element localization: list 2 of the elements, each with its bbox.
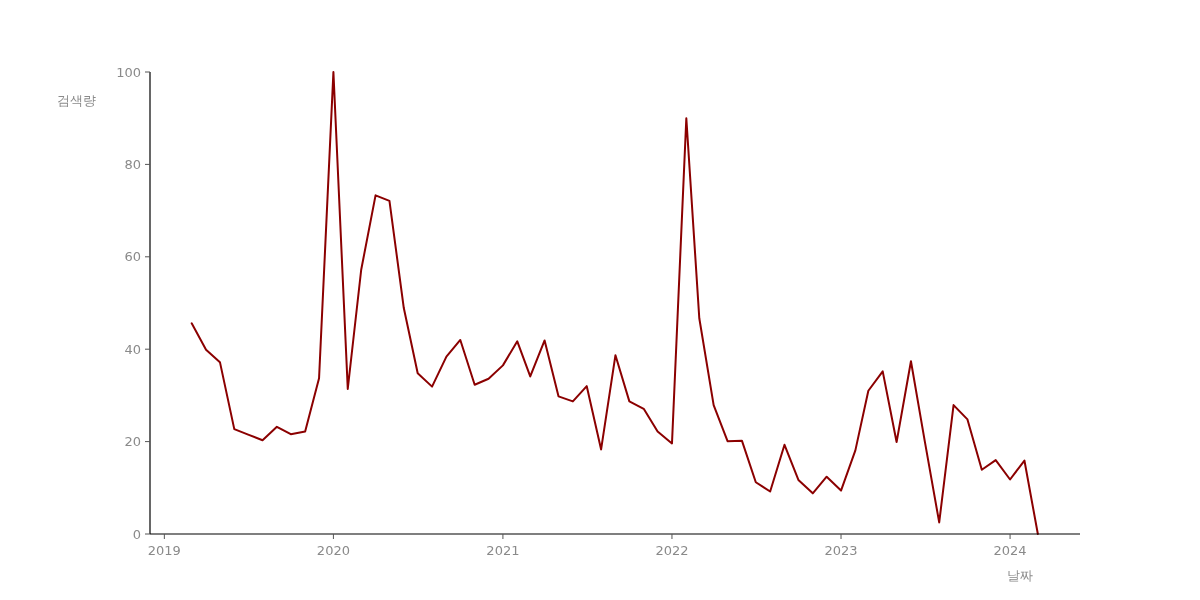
ylabel: 검색량 [56, 93, 96, 108]
xlabel: 날짜 [1007, 568, 1033, 583]
